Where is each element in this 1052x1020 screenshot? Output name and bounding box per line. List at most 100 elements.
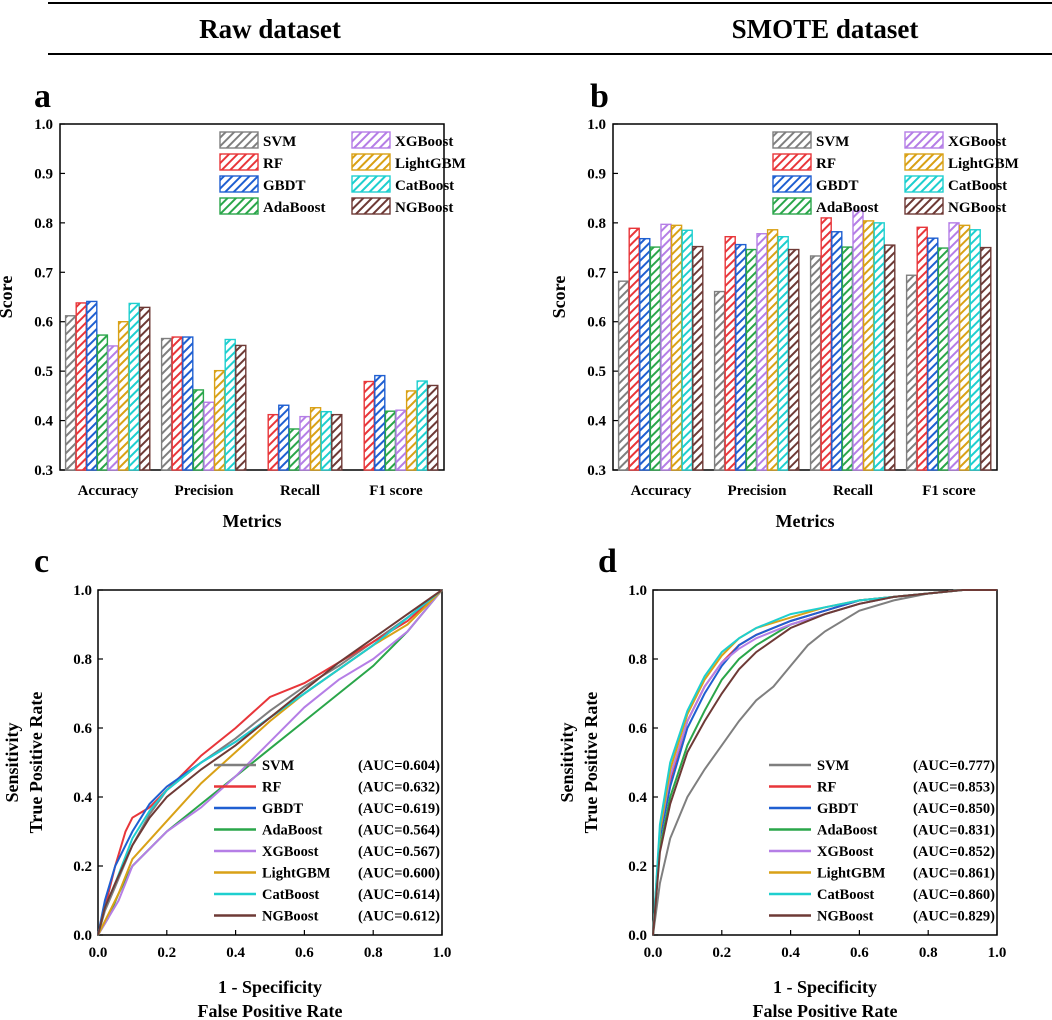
x-tick-label: 1.0 [433,945,452,961]
panel-a: a 0.3 0.4 0.5 0.6 0.7 0.8 0.9 1.0 Score Metrics Acc… [0,78,466,531]
legend-swatch-gbdt [772,175,812,193]
x-tick-label: 0.6 [850,945,869,961]
bar-rf-precision [724,235,736,471]
y-tick-label: 0.2 [628,859,647,875]
x-tick-label: Accuracy [631,483,692,499]
legend-label-ngboost: NGBoost [262,909,319,925]
legend-auc-rf: (AUC=0.632) [358,780,440,796]
legend-auc-adaboost: (AUC=0.831) [913,823,995,839]
plot-frame [652,589,998,936]
legend-swatch-ngboost [351,197,391,215]
bar-adaboost-accuracy [96,334,109,471]
x-tick-label: Accuracy [78,483,139,499]
bar-catboost-recall [320,410,332,471]
legend-auc-ngboost: (AUC=0.829) [913,909,995,925]
y-tick-label: 0.6 [34,315,53,331]
legend-label-adaboost: AdaBoost [816,200,879,216]
y-axis-label-2: True Positive Rate [26,692,46,834]
legend-label-adaboost: AdaBoost [817,823,878,839]
bar-xgboost-precision [756,233,768,471]
y-tick-label: 0.6 [587,315,606,331]
bar-gbdt-recall [278,404,290,471]
y-tick-label: 0.4 [587,414,606,430]
x-tick-label: Precision [175,483,235,499]
x-tick-label: 0.8 [364,945,383,961]
legend-label-gbdt: GBDT [817,801,858,817]
y-tick-label: 0.9 [34,166,53,182]
bar-svm-precision [713,290,726,471]
bar-rf-recall [267,413,279,471]
bar-xgboost-recall [299,415,311,471]
bar-adaboost-recall [288,428,301,471]
legend-label-lightgbm: LightGBM [948,156,1019,172]
y-axis-label-1: Sensitivity [2,722,22,802]
legend-auc-ngboost: (AUC=0.612) [358,909,440,925]
panel-c: c 0.0 0.2 0.4 0.6 0.8 1.0 0.0 0.2 0.4 0.6 0.8 1.0 1 -… [2,543,451,1020]
legend-label-lightgbm: LightGBM [395,156,466,172]
bar-gbdt-f1-score [927,237,939,471]
bar-gbdt-precision [182,336,194,471]
bar-gbdt-accuracy [639,237,651,471]
legend-label-xgboost: XGBoost [817,844,874,860]
bar-gbdt-accuracy [86,300,98,471]
bar-catboost-accuracy [128,302,140,471]
bar-svm-precision [160,337,173,471]
y-tick-label: 0.8 [587,216,606,232]
top-rule [48,2,1052,4]
x-tick-label: 0.2 [712,945,731,961]
bar-lightgbm-precision [766,229,779,471]
y-tick-label: 0.8 [628,652,647,668]
y-tick-label: 0.3 [587,463,606,479]
legend-swatch-svm [219,131,259,149]
roc-curve-ngboost [97,589,443,936]
bar-xgboost-recall [852,210,864,471]
x-tick-label: 0.0 [644,945,663,961]
bar-ngboost-f1-score [427,384,439,471]
bar-xgboost-accuracy [107,345,119,471]
x-axis-label-1: 1 - Specificity [218,977,322,997]
legend-label-gbdt: GBDT [263,178,306,194]
legend-label-rf: RF [817,780,836,796]
bar-catboost-recall [873,222,885,471]
legend-swatch-rf [219,153,259,171]
roc-curve-ngboost [652,589,997,936]
bar-lightgbm-f1-score [405,390,418,471]
bar-adaboost-precision [192,389,205,471]
legend-label-lightgbm: LightGBM [817,866,886,882]
plot-frame [59,123,445,471]
legend-label-svm: SVM [262,758,295,774]
x-tick-label: 0.8 [919,945,938,961]
bar-catboost-f1-score [416,380,428,471]
legend-label-catboost: CatBoost [262,887,319,903]
y-tick-label: 0.8 [73,652,92,668]
bar-rf-f1-score [916,226,928,471]
bar-xgboost-f1-score [948,222,960,471]
x-tick-label: Recall [280,483,320,499]
x-axis-label: Metrics [776,511,835,531]
legend-swatch-rf [772,153,812,171]
legend-label-xgboost: XGBoost [262,844,319,860]
bar-ngboost-recall [884,244,896,471]
legend-auc-gbdt: (AUC=0.619) [358,801,440,817]
y-tick-label: 0.5 [34,364,53,380]
y-tick-label: 0.2 [73,859,92,875]
y-tick-label: 0.9 [587,166,606,182]
bar-rf-accuracy [75,302,87,471]
legend-label-gbdt: GBDT [262,801,303,817]
bar-catboost-precision [777,235,789,471]
bar-catboost-precision [224,338,236,471]
bar-ngboost-precision [788,248,800,471]
y-tick-label: 0.0 [73,928,92,944]
y-axis-label-1: Sensitivity [557,722,577,802]
y-tick-label: 0.7 [34,265,53,281]
legend-auc-adaboost: (AUC=0.564) [358,823,440,839]
bar-ngboost-accuracy [692,245,704,471]
legend-auc-lightgbm: (AUC=0.600) [358,866,440,882]
legend-auc-catboost: (AUC=0.614) [358,887,440,903]
header-raw-dataset: Raw dataset [199,14,341,44]
legend-swatch-svm [772,131,812,149]
legend-auc-svm: (AUC=0.604) [358,758,440,774]
bar-svm-accuracy [617,280,630,471]
y-axis-label: Score [0,276,16,319]
